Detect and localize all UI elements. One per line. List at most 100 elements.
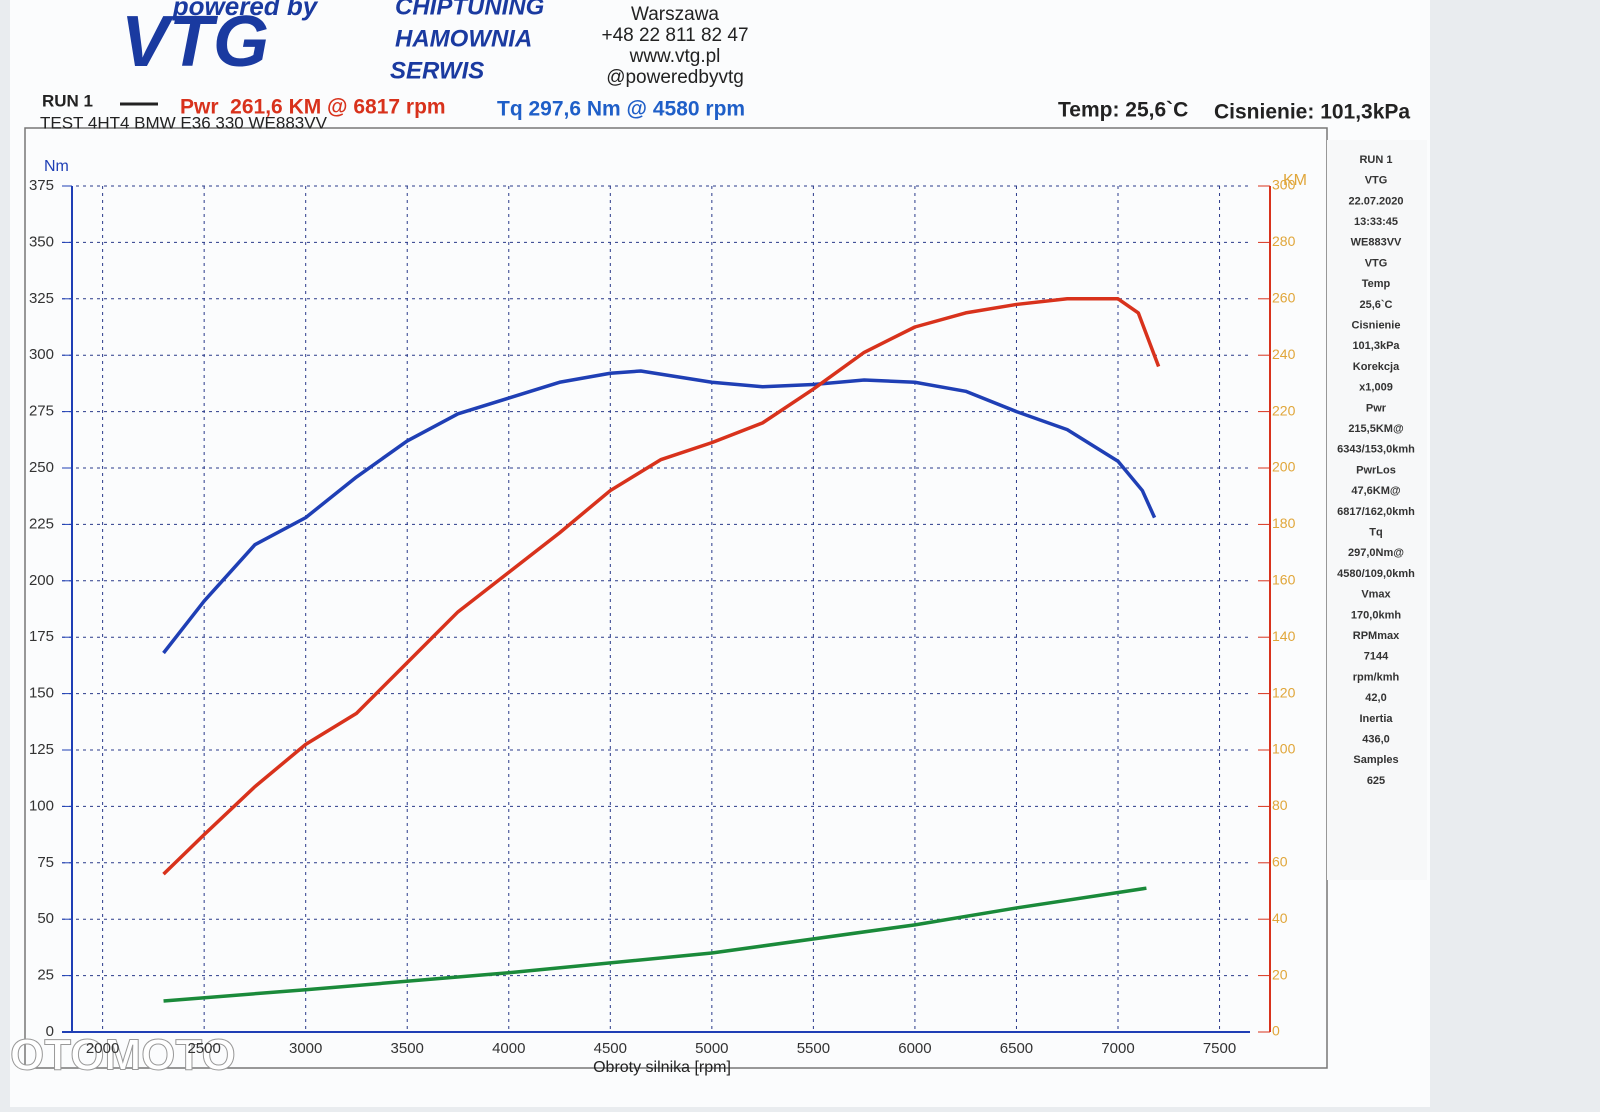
y2-axis-title: KM: [1283, 172, 1307, 189]
x-tick-label: 2000: [86, 1040, 119, 1057]
power-summary: Pwr 261,6 KM @ 6817 rpm: [180, 96, 446, 119]
y2-tick-label: 200: [1272, 459, 1296, 475]
side-entry: Cisnienie: [1352, 320, 1401, 332]
x-tick-label: 4500: [594, 1040, 627, 1057]
y2-tick-label: 20: [1272, 966, 1288, 982]
side-entry: 170,0kmh: [1351, 609, 1401, 621]
y-tick-label: 0: [46, 1023, 54, 1040]
x-tick-label: 6000: [898, 1040, 931, 1057]
service: SERWIS: [390, 57, 484, 84]
y2-tick-label: 40: [1272, 910, 1288, 926]
x-tick-label: 4000: [492, 1040, 525, 1057]
side-entry: 7144: [1364, 651, 1389, 663]
x-axis-title: Obroty silnika [rpm]: [593, 1059, 731, 1076]
y-tick-label: 325: [29, 290, 54, 307]
y2-tick-label: 160: [1272, 572, 1296, 588]
logo: VTG: [121, 2, 269, 82]
side-entry: Temp: [1362, 278, 1391, 290]
side-entry: 13:33:45: [1354, 216, 1398, 228]
contact: www.vtg.pl: [629, 46, 721, 67]
side-entry: rpm/kmh: [1353, 671, 1400, 683]
y2-tick-label: 0: [1272, 1023, 1280, 1039]
y-tick-label: 375: [29, 177, 54, 194]
logo-top: powered by: [172, 0, 319, 21]
y2-tick-label: 80: [1272, 797, 1288, 813]
y-tick-label: 200: [29, 572, 54, 589]
x-tick-label: 7000: [1101, 1040, 1134, 1057]
x-tick-label: 6500: [1000, 1040, 1033, 1057]
y2-tick-label: 120: [1272, 684, 1296, 700]
pressure: Cisnienie: 101,3kPa: [1214, 101, 1410, 124]
side-entry: VTG: [1365, 175, 1388, 187]
side-entry: Vmax: [1361, 589, 1391, 601]
y-tick-label: 25: [37, 967, 54, 984]
side-entry: 215,5KM@: [1348, 423, 1404, 435]
temp: Temp: 25,6`C: [1058, 99, 1188, 122]
y-tick-label: 250: [29, 459, 54, 476]
x-tick-label: 3000: [289, 1040, 322, 1057]
paper: [10, 0, 1430, 1107]
y-tick-label: 225: [29, 515, 54, 532]
side-entry: Korekcja: [1353, 361, 1400, 373]
side-entry: WE883VV: [1351, 237, 1402, 249]
side-entry: Samples: [1353, 754, 1398, 766]
service: HAMOWNIA: [395, 25, 532, 52]
y-tick-label: 100: [29, 797, 54, 814]
side-panel-text: RUN 1 VTG 22.07.2020 13:33:45 WE883VV VTG Temp…: [1337, 154, 1415, 787]
y2-tick-label: 180: [1272, 515, 1296, 531]
contact: Warszawa: [631, 4, 719, 25]
plot: 2000 2500 3000 3500 4000 4500 5000 5500 6000 6500…: [29, 177, 1296, 1057]
side-entry: RPMmax: [1353, 630, 1400, 642]
y-tick-label: 125: [29, 741, 54, 758]
torque-summary: Tq 297,6 Nm @ 4580 rpm: [497, 98, 745, 121]
side-entry: x1,009: [1359, 382, 1393, 394]
watermark: OTOMOTO: [10, 1031, 236, 1080]
y-tick-label: 175: [29, 628, 54, 645]
y2-tick-label: 240: [1272, 346, 1296, 362]
y2-tick-label: 280: [1272, 233, 1296, 249]
y2-tick-label: 100: [1272, 741, 1296, 757]
side-entry: 625: [1367, 775, 1385, 787]
side-panel: [1327, 140, 1427, 880]
y2-tick-label: 140: [1272, 628, 1296, 644]
side-entry: Tq: [1369, 527, 1382, 539]
x-tick-label: 2500: [187, 1040, 220, 1057]
x-tick-label: 7500: [1203, 1040, 1236, 1057]
y-tick-label: 75: [37, 854, 54, 871]
y-tick-label: 300: [29, 346, 54, 363]
x-tick-label: 5000: [695, 1040, 728, 1057]
side-entry: 436,0: [1362, 734, 1390, 746]
side-entry: 25,6`C: [1359, 299, 1392, 311]
y-tick-label: 275: [29, 403, 54, 420]
contact: +48 22 811 82 47: [601, 25, 748, 46]
side-entry: 6343/153,0kmh: [1337, 444, 1415, 456]
side-entry: 101,3kPa: [1352, 340, 1400, 352]
side-entry: 42,0: [1365, 692, 1386, 704]
series-line: [163, 886, 1147, 1003]
side-entry: RUN 1: [1359, 154, 1392, 166]
y2-tick-label: 260: [1272, 290, 1296, 306]
side-entry: 47,6KM@: [1351, 485, 1401, 497]
y-tick-label: 150: [29, 685, 54, 702]
side-entry: VTG: [1365, 257, 1388, 269]
service: CHIPTUNING: [395, 0, 544, 20]
test-label: TEST 4HT4 BMW E36 330 WE883VV: [40, 113, 328, 132]
series-line: [162, 369, 1157, 655]
y2-tick-label: 220: [1272, 402, 1296, 418]
y-axis-title: Nm: [44, 158, 69, 175]
y2-tick-label: 60: [1272, 854, 1288, 870]
series-line: [162, 297, 1161, 876]
side-entry: 22.07.2020: [1348, 195, 1403, 207]
side-entry: Inertia: [1359, 713, 1393, 725]
x-tick-label: 3500: [391, 1040, 424, 1057]
side-entry: Pwr: [1366, 402, 1387, 414]
y-tick-label: 350: [29, 233, 54, 250]
side-entry: 6817/162,0kmh: [1337, 506, 1415, 518]
run-label: RUN 1: [42, 91, 93, 110]
x-tick-label: 5500: [797, 1040, 830, 1057]
contact: @poweredbyvtg: [606, 67, 744, 88]
side-entry: 4580/109,0kmh: [1337, 568, 1415, 580]
y2-tick-label: 300: [1272, 177, 1296, 193]
side-entry: PwrLos: [1356, 464, 1396, 476]
